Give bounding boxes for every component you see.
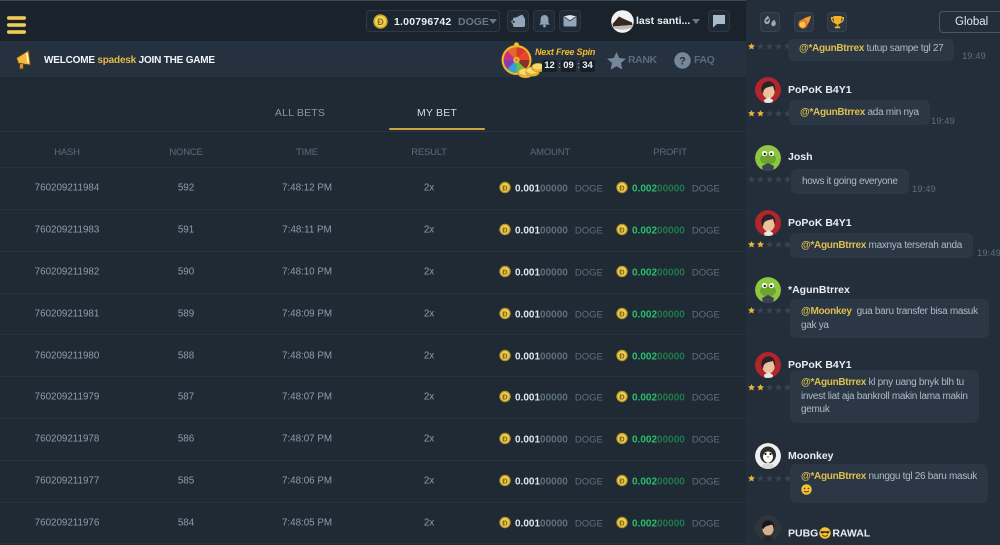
- svg-text:Ð: Ð: [619, 225, 625, 234]
- svg-text:Ð: Ð: [619, 351, 625, 360]
- svg-text:Ð: Ð: [619, 267, 625, 276]
- svg-text:Ð: Ð: [619, 476, 625, 485]
- svg-text:Ð: Ð: [502, 434, 508, 443]
- svg-text:?: ?: [679, 56, 686, 68]
- svg-text:Ð: Ð: [502, 518, 508, 527]
- svg-text:Ð: Ð: [619, 518, 625, 527]
- svg-text:Ð: Ð: [502, 393, 508, 402]
- svg-text:Ð: Ð: [619, 184, 625, 193]
- svg-text:Ð: Ð: [502, 267, 508, 276]
- svg-text:Ð: Ð: [502, 309, 508, 318]
- svg-text:Ð: Ð: [619, 393, 625, 402]
- svg-text:Ð: Ð: [619, 309, 625, 318]
- svg-text:Ð: Ð: [502, 476, 508, 485]
- svg-text:Ð: Ð: [377, 17, 384, 27]
- svg-text:Ð: Ð: [619, 434, 625, 443]
- svg-text:Ð: Ð: [502, 225, 508, 234]
- svg-text:Ð: Ð: [502, 184, 508, 193]
- svg-text:Ð: Ð: [502, 351, 508, 360]
